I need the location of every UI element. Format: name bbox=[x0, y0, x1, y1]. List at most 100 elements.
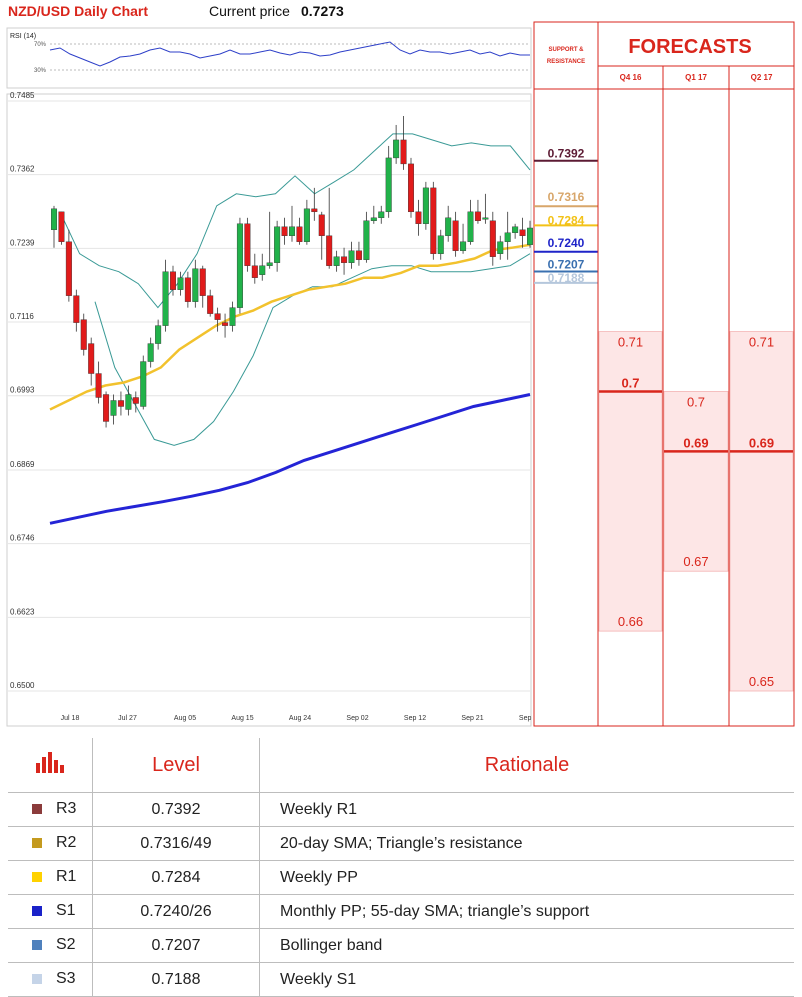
x-tick-label: Sep 21 bbox=[461, 715, 483, 722]
x-tick-label: Sep 30 bbox=[519, 715, 541, 722]
level-id-label: S3 bbox=[56, 970, 76, 988]
up-candle bbox=[482, 217, 489, 220]
level-id-label: R2 bbox=[56, 834, 77, 852]
y-tick-label: 0.7116 bbox=[10, 312, 34, 321]
rationale-header: Rationale bbox=[259, 738, 794, 793]
down-candle bbox=[474, 211, 481, 221]
y-tick-label: 0.7485 bbox=[10, 91, 35, 100]
level-value-cell: 0.7284 bbox=[92, 860, 260, 895]
down-candle bbox=[73, 295, 80, 323]
forecast-high-label: 0.71 bbox=[618, 335, 643, 350]
up-candle bbox=[162, 271, 169, 326]
down-candle bbox=[117, 400, 124, 407]
up-candle bbox=[348, 250, 355, 263]
up-candle bbox=[393, 139, 400, 159]
y-tick-label: 0.7239 bbox=[10, 238, 35, 247]
level-color-swatch bbox=[32, 906, 42, 917]
up-candle bbox=[236, 223, 243, 308]
up-candle bbox=[51, 208, 58, 230]
down-candle bbox=[80, 319, 87, 350]
sr-label-s1: 0.7240 bbox=[548, 236, 585, 250]
sma200-line bbox=[49, 393, 531, 525]
level-header: Level bbox=[92, 738, 260, 793]
down-candle bbox=[489, 220, 496, 257]
sr-header-line2: RESISTANCE bbox=[547, 59, 585, 65]
rsi-label: RSI (14) bbox=[10, 33, 36, 40]
chart-icon-cell bbox=[8, 738, 93, 793]
current-price-value: 0.7273 bbox=[301, 3, 344, 19]
up-candle bbox=[378, 211, 385, 219]
sr-label-s2: 0.7207 bbox=[548, 258, 585, 272]
level-value-cell: 0.7207 bbox=[92, 928, 260, 963]
down-candle bbox=[311, 208, 318, 213]
level-id-label: S2 bbox=[56, 936, 76, 954]
up-candle bbox=[460, 241, 467, 251]
down-candle bbox=[415, 211, 422, 224]
level-color-swatch bbox=[32, 940, 42, 951]
rationale-cell: Weekly R1 bbox=[259, 792, 794, 827]
down-candle bbox=[214, 313, 221, 320]
level-id-cell: R3 bbox=[8, 792, 93, 827]
up-candle bbox=[303, 208, 310, 242]
sr-panel bbox=[533, 21, 599, 727]
up-candle bbox=[437, 235, 444, 254]
x-tick-label: Jul 27 bbox=[118, 715, 137, 722]
x-tick-label: Aug 05 bbox=[174, 715, 196, 722]
down-candle bbox=[408, 163, 415, 213]
forecast-mid-label: 0.69 bbox=[749, 435, 774, 450]
forecast-low-label: 0.66 bbox=[618, 614, 643, 629]
forecast-range-box bbox=[598, 331, 663, 632]
up-candle bbox=[274, 226, 281, 263]
up-candle bbox=[177, 277, 184, 290]
up-candle bbox=[363, 220, 370, 260]
table-row: R1 0.7284 Weekly PP bbox=[8, 860, 794, 895]
down-candle bbox=[132, 397, 139, 404]
forecast-mid-label: 0.7 bbox=[621, 376, 639, 391]
up-candle bbox=[512, 226, 519, 233]
x-axis: Jul 18 Jul 27 Aug 05 Aug 15 Aug 24 Sep 02 Sep … bbox=[61, 715, 542, 722]
x-tick-label: Jul 18 bbox=[61, 715, 80, 722]
y-axis: 0.7485 0.7362 0.7239 0.7116 0.6993 0.6869 0.67… bbox=[8, 91, 530, 692]
forecast-range-box bbox=[663, 391, 729, 572]
y-tick-label: 0.6500 bbox=[10, 681, 35, 690]
up-candle bbox=[370, 217, 377, 221]
level-id-cell: R1 bbox=[8, 860, 93, 895]
level-id-label: R1 bbox=[56, 868, 77, 886]
level-id-label: R3 bbox=[56, 800, 77, 818]
level-color-swatch bbox=[32, 838, 42, 849]
sr-header-line1: SUPPORT & bbox=[548, 47, 584, 53]
up-candle bbox=[289, 226, 296, 236]
level-value-cell: 0.7188 bbox=[92, 962, 260, 997]
up-candle bbox=[192, 268, 199, 302]
rationale-cell: Weekly PP bbox=[259, 860, 794, 895]
level-color-swatch bbox=[32, 974, 42, 985]
up-candle bbox=[110, 400, 117, 416]
down-candle bbox=[400, 139, 407, 165]
down-candle bbox=[296, 226, 303, 242]
bollinger-lower-line bbox=[94, 253, 531, 446]
up-candle bbox=[527, 227, 534, 245]
table-row: S1 0.7240/26 Monthly PP; 55-day SMA; trian… bbox=[8, 894, 794, 929]
down-candle bbox=[341, 256, 348, 263]
up-candle bbox=[385, 157, 392, 213]
down-candle bbox=[58, 211, 65, 242]
table-row: R2 0.7316/49 20-day SMA; Triangle’s resist… bbox=[8, 826, 794, 861]
down-candle bbox=[207, 295, 214, 314]
up-candle bbox=[259, 265, 266, 275]
down-candle bbox=[184, 277, 191, 302]
levels-table: Level Rationale R3 0.7392 Weekly R1 R2 0.731… bbox=[8, 738, 794, 997]
rsi-line bbox=[49, 41, 530, 67]
table-row: S3 0.7188 Weekly S1 bbox=[8, 962, 794, 997]
down-candle bbox=[65, 241, 72, 296]
rsi-panel bbox=[6, 27, 532, 89]
forecast-mid-label: 0.69 bbox=[683, 435, 708, 450]
bollinger-upper-line bbox=[59, 133, 531, 309]
y-tick-label: 0.6869 bbox=[10, 460, 35, 469]
forecast-quarter-label: Q1 17 bbox=[685, 73, 707, 82]
up-candle bbox=[445, 217, 452, 236]
level-color-swatch bbox=[32, 804, 42, 815]
forecast-low-label: 0.65 bbox=[749, 674, 774, 689]
forecast-range-box bbox=[729, 331, 794, 692]
forecast-columns: Q4 16 0.71 0.66 0.7 Q1 17 0.7 0.67 0.69 Q2 17 0.7… bbox=[598, 73, 794, 692]
